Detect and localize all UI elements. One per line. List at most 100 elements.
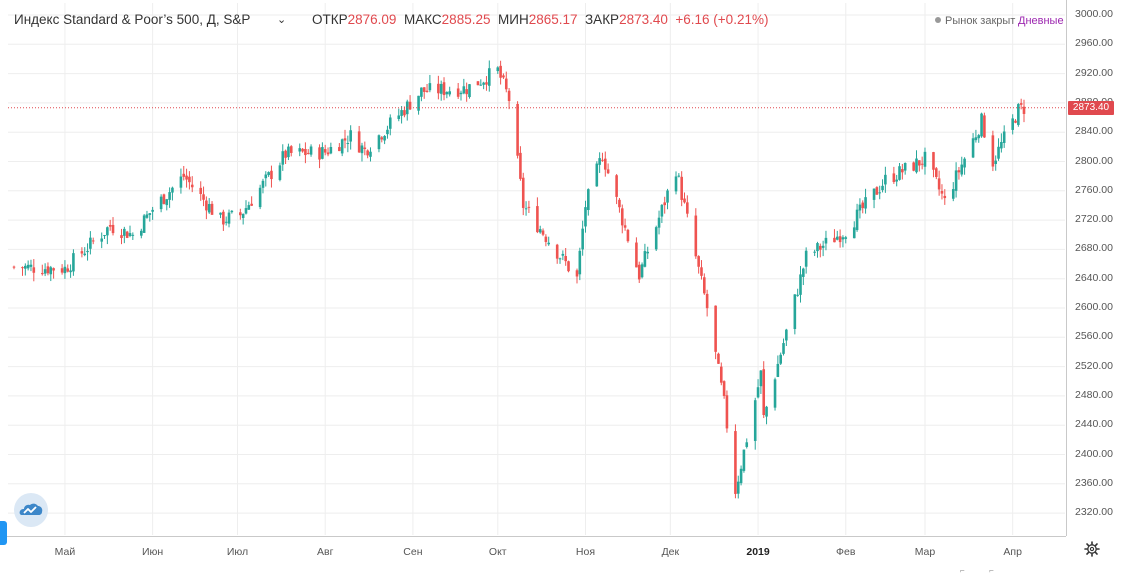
- time-tick-label: Апр: [1003, 546, 1022, 558]
- candle-body: [66, 268, 70, 272]
- candle-body: [833, 237, 836, 243]
- candle-body: [974, 137, 978, 141]
- candle-body: [618, 199, 621, 208]
- time-tick-label: 2019: [746, 546, 770, 558]
- candle-body: [502, 75, 505, 78]
- candle-body: [142, 215, 146, 233]
- candle-body: [168, 192, 171, 200]
- candle-body: [858, 204, 862, 211]
- candle-body: [1022, 106, 1026, 114]
- candle-body: [468, 84, 471, 98]
- candle-body: [103, 235, 106, 237]
- candle-body: [456, 88, 460, 97]
- candle-body: [918, 160, 921, 166]
- time-axis[interactable]: Май Июн Июл Авг Сен Окт Ноя Дек 2019 Фев Мар Апр: [0, 536, 1066, 574]
- candle-body: [719, 366, 723, 383]
- candle-body: [86, 250, 89, 253]
- interval-label[interactable]: Дневные: [1018, 15, 1064, 27]
- candle-body: [250, 203, 253, 206]
- candle-body: [878, 192, 882, 194]
- candle-body: [626, 229, 630, 242]
- candle-body: [428, 83, 432, 91]
- candle-body: [736, 481, 740, 494]
- candle-body: [338, 147, 341, 152]
- candle-body: [864, 197, 867, 209]
- candle-body: [963, 158, 966, 168]
- time-tick-label: Июл: [226, 546, 249, 558]
- market-status-text: Рынок закрыт: [945, 15, 1016, 27]
- candle-body: [903, 163, 907, 171]
- candle-body: [120, 235, 123, 239]
- candle-body: [674, 176, 678, 192]
- close-label: ЗАКР: [585, 12, 620, 27]
- candle-body: [773, 379, 777, 408]
- candle-body: [476, 81, 480, 86]
- price-tick-label: 2960.00: [1075, 37, 1113, 50]
- candle-body: [799, 274, 802, 295]
- candle-body: [241, 213, 245, 218]
- candle-body: [108, 225, 112, 227]
- candle-body: [140, 230, 143, 236]
- candle-body: [258, 187, 262, 208]
- candle-body: [63, 266, 67, 274]
- candle-body: [323, 149, 327, 153]
- candle-body: [892, 173, 896, 183]
- scroll-handle[interactable]: [0, 521, 7, 545]
- price-tick-label: 2600.00: [1075, 301, 1113, 313]
- candle-body: [309, 146, 313, 155]
- open-value: 2876.09: [347, 12, 397, 27]
- change-value: +6.16 (+0.21%): [675, 12, 769, 27]
- candle-body: [499, 65, 502, 78]
- candle-body: [417, 95, 420, 111]
- chevron-down-icon[interactable]: ⌄: [277, 14, 287, 26]
- candle-body: [403, 110, 406, 116]
- candle-body: [151, 209, 154, 212]
- candle-body: [420, 87, 423, 97]
- candle-body: [83, 253, 87, 256]
- candle-body: [261, 180, 265, 188]
- candle-body: [567, 261, 570, 272]
- candle-body: [369, 151, 372, 157]
- candle-body: [318, 147, 321, 160]
- candle-body: [340, 139, 344, 154]
- candle-body: [408, 101, 412, 110]
- candle-body: [527, 206, 531, 208]
- candle-body: [875, 187, 879, 195]
- candle-body: [725, 395, 729, 429]
- candle-body: [957, 170, 961, 173]
- candle-body: [507, 90, 511, 102]
- candle-body: [343, 138, 347, 141]
- candle-body: [40, 273, 44, 275]
- candle-body: [884, 174, 887, 185]
- candle-body: [159, 196, 163, 210]
- settings-button[interactable]: [1084, 541, 1100, 557]
- candle-body: [21, 267, 24, 269]
- time-tick-label: Фев: [836, 546, 856, 558]
- candle-body: [1002, 131, 1006, 143]
- candle-body: [657, 217, 661, 228]
- candle-body: [162, 194, 166, 204]
- price-axis[interactable]: 3000.002960.002920.002880.002840.002800.…: [1066, 0, 1125, 536]
- candle-body: [584, 207, 587, 227]
- candle-body: [654, 227, 658, 250]
- symbol-title[interactable]: Индекс Standard & Poor’s 500, Д, S&P: [14, 12, 251, 27]
- high-label: МАКС: [403, 12, 442, 27]
- last-price-label: 2873.40: [1068, 100, 1114, 115]
- candle-body: [717, 353, 720, 364]
- candlestick-chart[interactable]: [8, 3, 1065, 535]
- candle-body: [462, 86, 466, 94]
- candle-body: [504, 78, 508, 90]
- candle-body: [819, 245, 822, 250]
- candle-body: [224, 221, 228, 223]
- logo-button[interactable]: [14, 493, 48, 527]
- candle-body: [69, 270, 72, 273]
- candle-body: [932, 152, 935, 170]
- candle-body: [202, 194, 205, 200]
- candle-body: [80, 251, 84, 254]
- candle-body: [43, 269, 47, 274]
- price-chart-pane[interactable]: [8, 3, 1065, 535]
- price-tick-label: 2320.00: [1075, 506, 1113, 519]
- candle-body: [287, 146, 290, 158]
- candle-body: [855, 209, 859, 231]
- candle-body: [383, 135, 386, 141]
